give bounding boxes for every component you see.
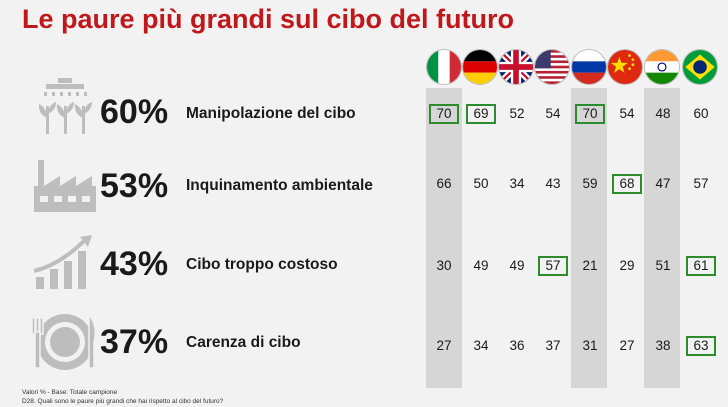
value-cell: 48	[655, 106, 671, 121]
column-band	[571, 88, 607, 388]
value-cell: 34	[473, 338, 489, 353]
row-total: 60%	[100, 93, 169, 131]
highlighted-value-cell: 70	[429, 104, 459, 124]
russia-flag-icon	[572, 50, 606, 84]
value-cell: 51	[655, 258, 671, 273]
row-label: Inquinamento ambientale	[186, 177, 373, 194]
cutlery-icon	[31, 314, 97, 370]
brazil-flag-icon	[683, 50, 717, 84]
germany-flag-icon	[463, 50, 497, 84]
value-cell: 30	[436, 258, 452, 273]
highlighted-value-cell: 63	[686, 336, 716, 356]
highlighted-value-cell: 70	[575, 104, 605, 124]
value-cell: 66	[436, 176, 452, 191]
value-cell: 38	[655, 338, 671, 353]
value-cell: 34	[509, 176, 525, 191]
value-cell: 21	[582, 258, 598, 273]
value-cell: 52	[509, 106, 525, 121]
value-cell: 27	[436, 338, 452, 353]
value-cell: 36	[509, 338, 525, 353]
row-total: 43%	[100, 245, 169, 283]
value-cell: 27	[619, 338, 635, 353]
row-label: Cibo troppo costoso	[186, 256, 338, 273]
uk-flag-icon	[499, 50, 533, 84]
highlighted-value-cell: 57	[538, 256, 568, 276]
chart-title: Le paure più grandi sul cibo del futuro	[22, 4, 515, 34]
value-cell: 50	[473, 176, 489, 191]
highlighted-value-cell: 61	[686, 256, 716, 276]
factory-icon	[34, 160, 96, 212]
column-band	[644, 88, 680, 388]
row-label: Carenza di cibo	[186, 334, 301, 351]
value-cell: 29	[619, 258, 635, 273]
footnote-base: Valori % - Base: Totale campione	[22, 389, 118, 396]
rising-bars-icon	[33, 235, 92, 289]
india-flag-icon	[645, 50, 679, 84]
value-cell: 37	[545, 338, 561, 353]
value-cell: 60	[693, 106, 709, 121]
value-cell: 31	[582, 338, 598, 353]
value-cell: 49	[473, 258, 489, 273]
column-band	[426, 88, 462, 388]
row-label: Manipolazione del cibo	[186, 105, 356, 122]
value-cell: 49	[509, 258, 525, 273]
italy-flag-icon	[427, 50, 461, 84]
value-cell: 43	[545, 176, 561, 191]
value-cell: 54	[545, 106, 561, 121]
value-cell: 54	[619, 106, 635, 121]
plant-sprinkler-icon	[38, 78, 92, 134]
value-cell: 47	[655, 176, 671, 191]
footnote-question: D28. Quali sono le paure più grandi che …	[22, 398, 224, 405]
value-cell: 59	[582, 176, 598, 191]
row-total: 37%	[100, 323, 169, 361]
usa-flag-icon	[535, 50, 569, 84]
value-cell: 57	[693, 176, 709, 191]
china-flag-icon	[608, 50, 642, 84]
highlighted-value-cell: 68	[612, 174, 642, 194]
row-total: 53%	[100, 167, 169, 205]
highlighted-value-cell: 69	[466, 104, 496, 124]
